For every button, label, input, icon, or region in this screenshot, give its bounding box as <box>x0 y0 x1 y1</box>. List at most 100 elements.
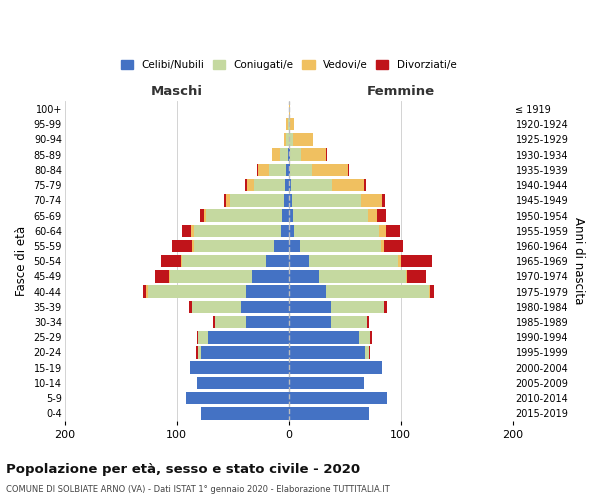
Bar <box>382 194 385 206</box>
Bar <box>386 224 400 237</box>
Bar <box>289 255 309 268</box>
Bar <box>290 164 312 176</box>
Bar <box>194 240 274 252</box>
Bar <box>289 346 365 358</box>
Bar <box>215 316 246 328</box>
Bar <box>230 194 284 206</box>
Bar <box>326 286 428 298</box>
Bar <box>194 224 281 237</box>
Bar <box>289 286 326 298</box>
Y-axis label: Fasce di età: Fasce di età <box>15 226 28 296</box>
Bar <box>172 240 193 252</box>
Bar <box>155 270 169 282</box>
Bar <box>292 194 361 206</box>
Bar <box>290 118 294 130</box>
Bar <box>197 376 289 389</box>
Bar <box>331 300 384 313</box>
Bar <box>326 148 327 161</box>
Bar <box>401 255 432 268</box>
Bar <box>289 103 290 115</box>
Bar <box>190 362 289 374</box>
Bar <box>289 164 290 176</box>
Bar <box>331 316 367 328</box>
Bar <box>365 346 370 358</box>
Bar <box>398 255 401 268</box>
Bar <box>293 133 313 145</box>
Text: Maschi: Maschi <box>151 86 203 98</box>
Bar <box>146 286 148 298</box>
Bar <box>246 286 289 298</box>
Bar <box>428 286 430 298</box>
Bar <box>289 316 331 328</box>
Bar <box>287 148 289 161</box>
Bar <box>252 270 289 282</box>
Bar <box>282 210 289 222</box>
Bar <box>259 164 269 176</box>
Bar <box>301 148 326 161</box>
Bar <box>364 179 366 192</box>
Bar <box>200 210 203 222</box>
Bar <box>332 179 364 192</box>
Bar <box>181 255 182 268</box>
Bar <box>202 407 289 420</box>
Bar <box>284 194 289 206</box>
Bar <box>289 331 359 344</box>
Bar <box>212 316 215 328</box>
Bar <box>289 210 293 222</box>
Bar <box>291 179 332 192</box>
Bar <box>289 270 319 282</box>
Bar <box>289 194 292 206</box>
Bar <box>289 118 290 130</box>
Bar <box>161 255 181 268</box>
Bar <box>367 316 370 328</box>
Bar <box>182 224 191 237</box>
Bar <box>208 331 289 344</box>
Bar <box>143 286 146 298</box>
Bar <box>294 224 379 237</box>
Bar <box>293 210 368 222</box>
Bar <box>407 270 427 282</box>
Y-axis label: Anni di nascita: Anni di nascita <box>572 218 585 305</box>
Bar <box>189 300 193 313</box>
Bar <box>185 392 289 404</box>
Legend: Celibi/Nubili, Coniugati/e, Vedovi/e, Divorziati/e: Celibi/Nubili, Coniugati/e, Vedovi/e, Di… <box>116 56 461 74</box>
Text: Popolazione per età, sesso e stato civile - 2020: Popolazione per età, sesso e stato civil… <box>6 462 360 475</box>
Bar <box>197 331 198 344</box>
Bar <box>196 346 198 358</box>
Bar <box>289 300 331 313</box>
Bar <box>430 286 434 298</box>
Bar <box>319 270 406 282</box>
Bar <box>280 148 287 161</box>
Bar <box>384 300 387 313</box>
Bar <box>359 331 370 344</box>
Bar <box>289 148 290 161</box>
Bar <box>370 331 371 344</box>
Bar <box>290 148 301 161</box>
Bar <box>286 179 289 192</box>
Bar <box>281 224 289 237</box>
Bar <box>312 164 348 176</box>
Bar <box>206 210 282 222</box>
Bar <box>170 270 252 282</box>
Bar <box>254 179 286 192</box>
Bar <box>241 300 289 313</box>
Bar <box>224 194 226 206</box>
Bar <box>289 224 294 237</box>
Bar <box>286 118 287 130</box>
Bar <box>272 148 280 161</box>
Bar <box>245 179 247 192</box>
Bar <box>274 240 289 252</box>
Bar <box>202 346 289 358</box>
Bar <box>289 362 382 374</box>
Bar <box>148 286 246 298</box>
Bar <box>193 300 241 313</box>
Bar <box>193 240 194 252</box>
Bar <box>182 255 266 268</box>
Bar <box>191 224 194 237</box>
Bar <box>384 240 403 252</box>
Text: COMUNE DI SOLBIATE ARNO (VA) - Dati ISTAT 1° gennaio 2020 - Elaborazione TUTTITA: COMUNE DI SOLBIATE ARNO (VA) - Dati ISTA… <box>6 486 390 494</box>
Bar <box>284 133 286 145</box>
Bar <box>348 164 349 176</box>
Bar <box>377 210 386 222</box>
Bar <box>289 392 387 404</box>
